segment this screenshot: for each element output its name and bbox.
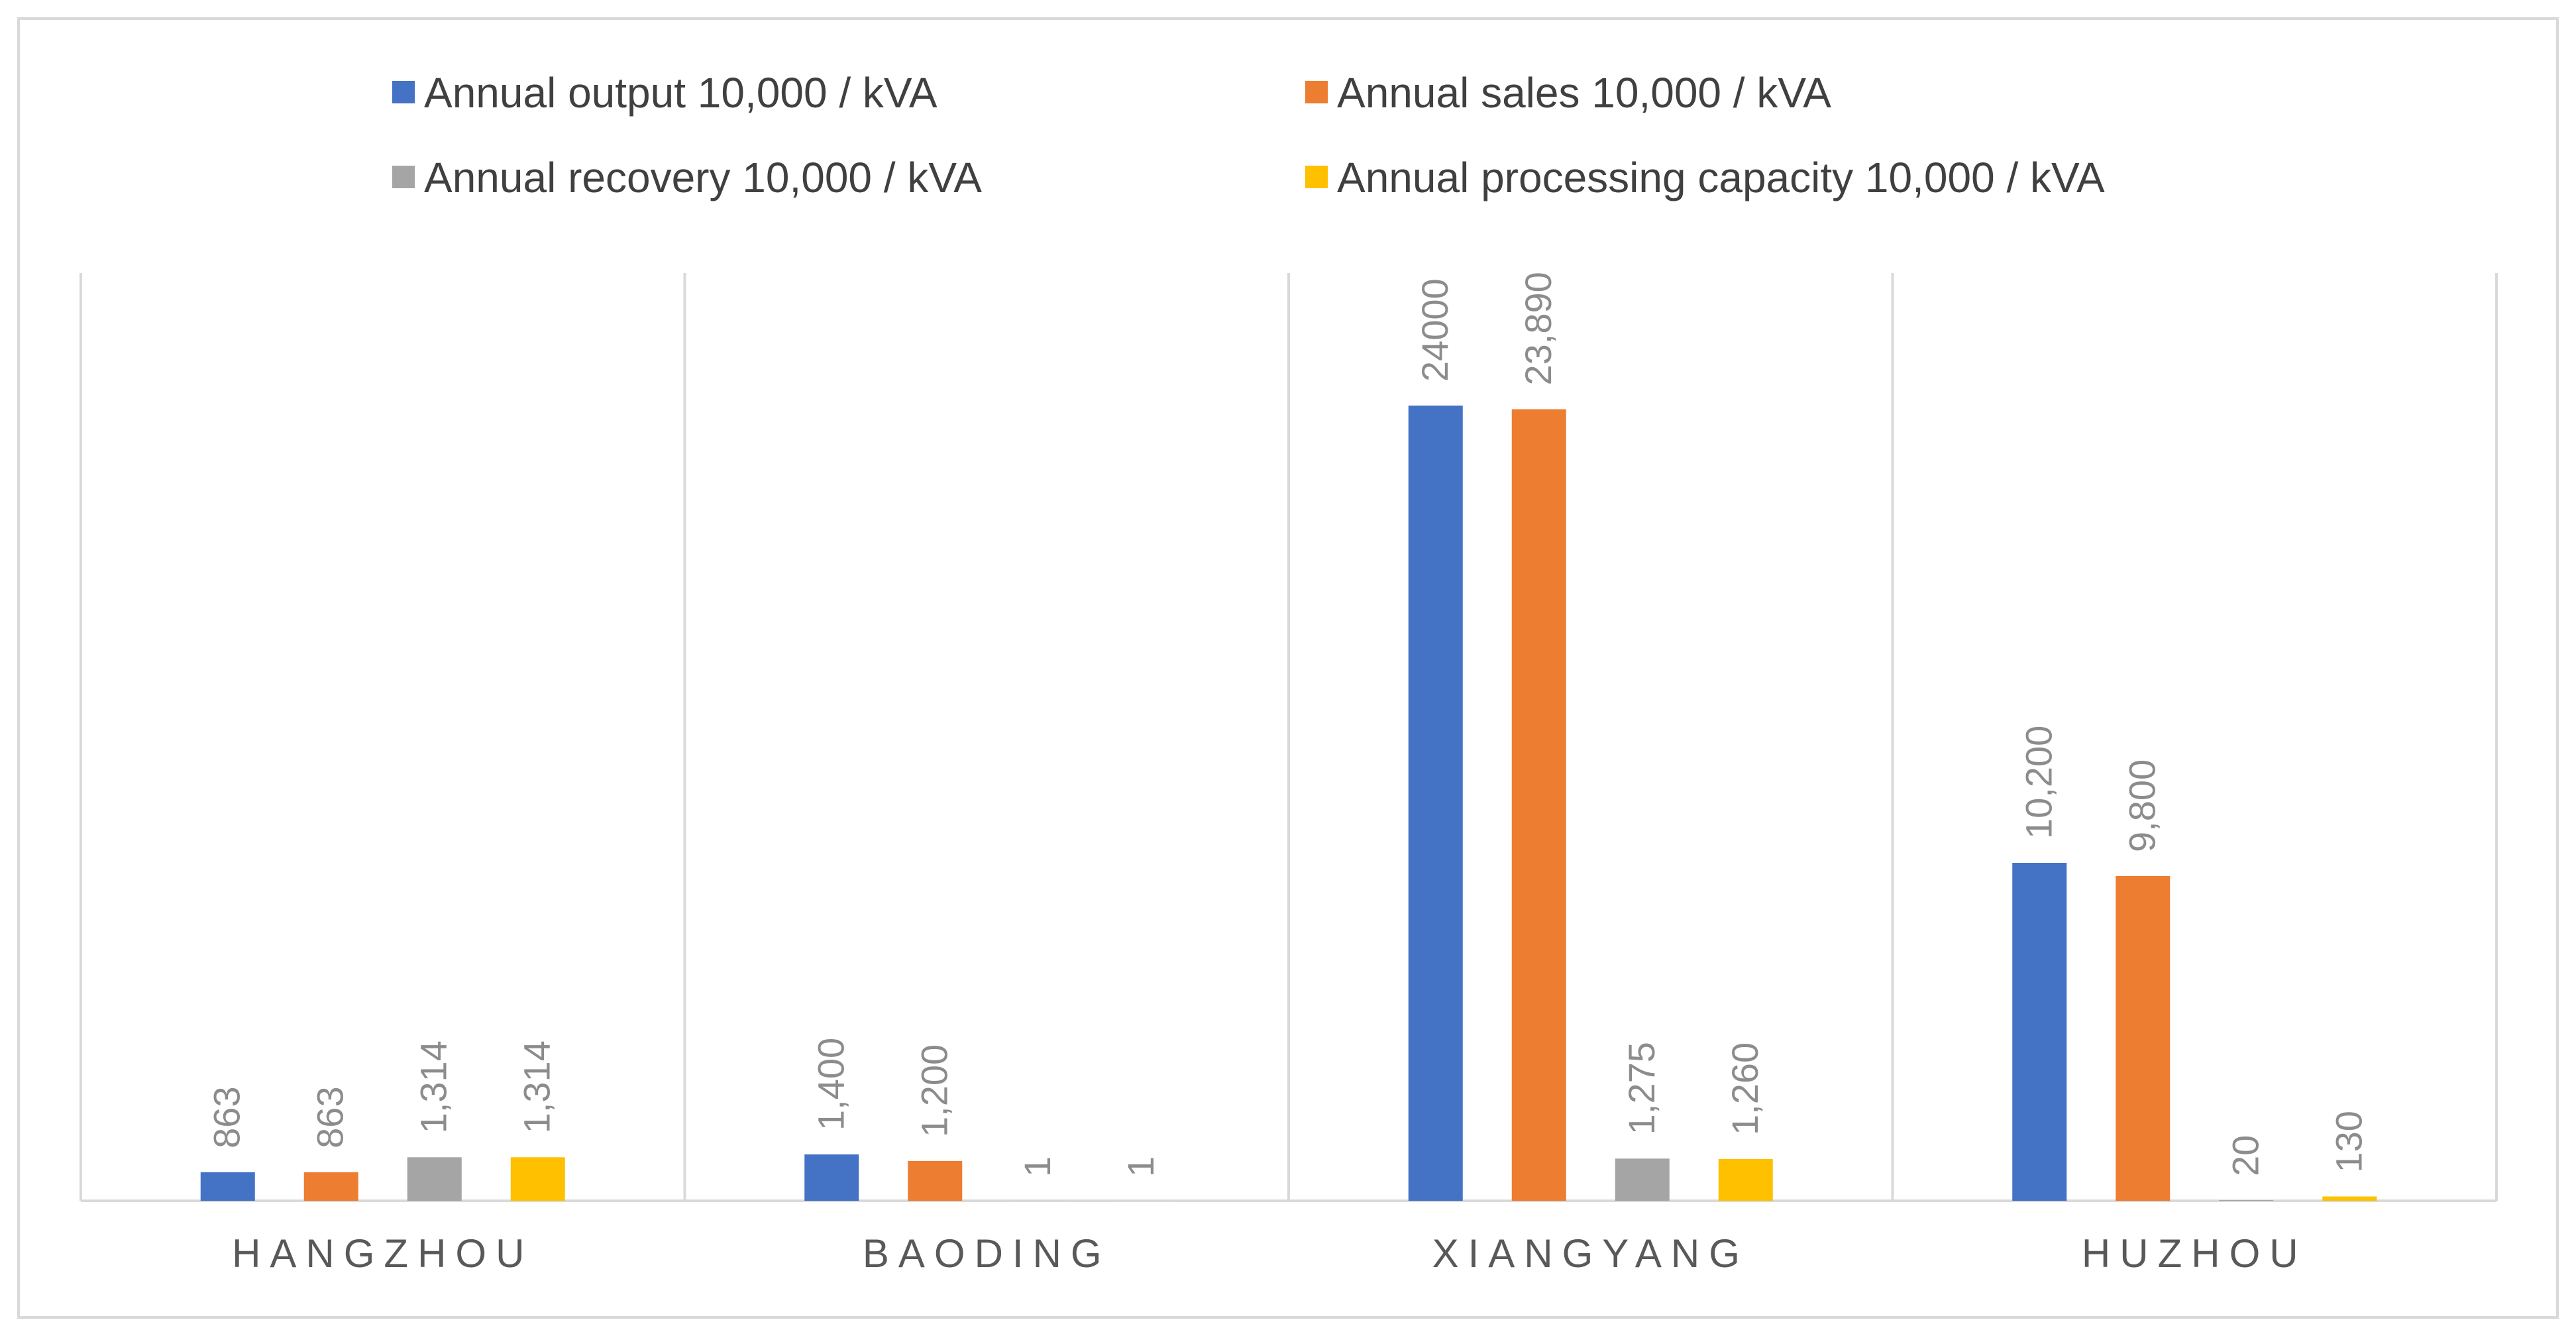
data-label-processing: 1,314 (516, 1040, 558, 1133)
legend-swatch-recovery (392, 166, 415, 188)
bar-sales[interactable] (1511, 409, 1566, 1201)
data-label-processing: 1,260 (1724, 1042, 1766, 1135)
bar-sales[interactable] (908, 1161, 963, 1201)
bar-sales[interactable] (2116, 876, 2171, 1201)
legend-swatch-processing (1305, 166, 1328, 188)
data-label-processing: 130 (2328, 1111, 2369, 1172)
bar-processing[interactable] (1718, 1159, 1773, 1201)
plot-area: HANGZHOU 863 863 1,314 1,314 BAODING 1,400 1,20… (80, 272, 2498, 1276)
legend-item-processing[interactable]: Annual processing capacity 10,000 / kVA (1305, 154, 2105, 201)
x-tick-label: BAODING (863, 1231, 1111, 1276)
legend-label-sales: Annual sales 10,000 / kVA (1337, 69, 1831, 117)
bar-output[interactable] (1408, 406, 1463, 1201)
legend: Annual output 10,000 / kVA Annual sales … (392, 69, 2105, 201)
bar-processing[interactable] (2322, 1196, 2377, 1201)
bar-output[interactable] (200, 1172, 255, 1201)
data-label-sales: 1,200 (913, 1044, 955, 1137)
bar-output[interactable] (804, 1154, 859, 1201)
x-tick-label: XIANGYANG (1432, 1231, 1749, 1276)
data-label-sales: 863 (309, 1086, 351, 1148)
bar-output[interactable] (2012, 863, 2067, 1201)
bar-recovery[interactable] (2219, 1200, 2274, 1201)
x-tick-label: HUZHOU (2082, 1231, 2308, 1276)
data-label-output: 24000 (1414, 278, 1456, 382)
legend-label-processing: Annual processing capacity 10,000 / kVA (1337, 154, 2105, 201)
bar-recovery[interactable] (407, 1157, 462, 1201)
legend-item-output[interactable]: Annual output 10,000 / kVA (392, 69, 938, 117)
legend-item-recovery[interactable]: Annual recovery 10,000 / kVA (392, 154, 982, 201)
data-label-recovery: 1,275 (1621, 1042, 1662, 1135)
legend-swatch-output (392, 81, 415, 103)
bar-sales[interactable] (303, 1172, 358, 1201)
data-label-output: 1,400 (810, 1038, 851, 1131)
x-tick-label: HANGZHOU (232, 1231, 533, 1276)
data-label-sales: 23,890 (1517, 272, 1559, 385)
data-label-output: 863 (206, 1086, 248, 1148)
legend-item-sales[interactable]: Annual sales 10,000 / kVA (1305, 69, 1831, 117)
data-label-output: 10,200 (2017, 726, 2059, 839)
bar-recovery[interactable] (1615, 1158, 1670, 1201)
data-label-processing: 1 (1120, 1156, 1161, 1177)
bar-processing[interactable] (510, 1157, 565, 1201)
data-label-sales: 9,800 (2121, 759, 2163, 852)
data-label-recovery: 1 (1016, 1156, 1058, 1177)
data-label-recovery: 1,314 (413, 1040, 455, 1133)
legend-label-recovery: Annual recovery 10,000 / kVA (424, 154, 982, 201)
legend-label-output: Annual output 10,000 / kVA (424, 69, 938, 117)
legend-swatch-sales (1305, 81, 1328, 103)
data-label-recovery: 20 (2224, 1135, 2266, 1176)
